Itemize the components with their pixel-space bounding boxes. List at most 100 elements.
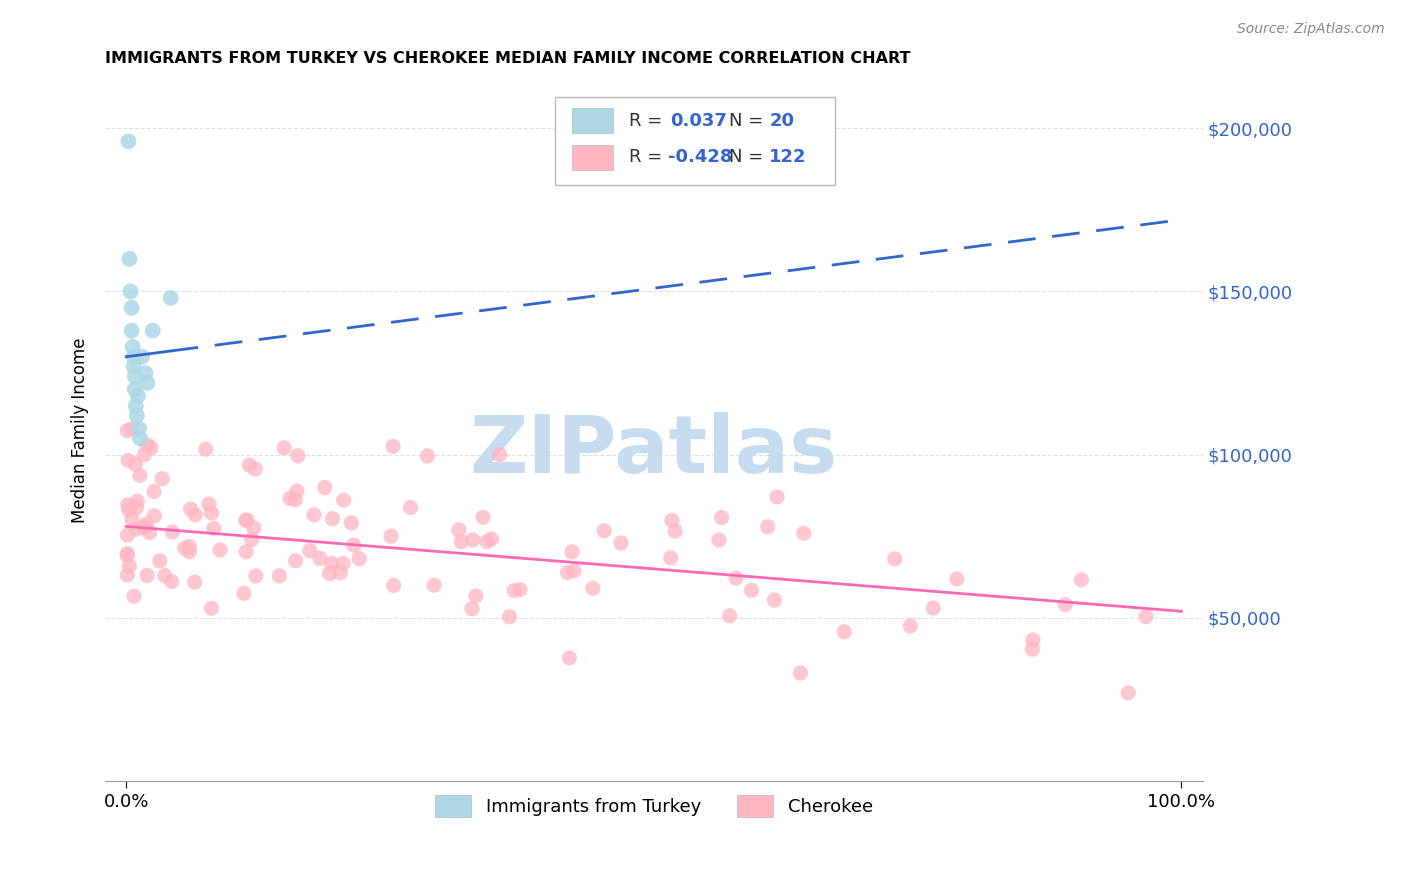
Point: [118, 252, 141, 266]
Point: [121, 340, 143, 354]
Y-axis label: Median Family Income: Median Family Income: [72, 337, 89, 523]
Point: [120, 285, 142, 299]
Point: [718, 608, 741, 623]
Point: [162, 524, 184, 539]
Point: [243, 462, 266, 476]
Point: [184, 575, 207, 590]
Point: [582, 582, 605, 596]
Point: [127, 389, 149, 403]
Point: [117, 549, 139, 563]
Text: R =: R =: [628, 112, 668, 129]
Point: [558, 651, 581, 665]
Point: [124, 383, 146, 397]
Point: [136, 568, 159, 582]
Point: [142, 324, 165, 338]
Point: [340, 516, 363, 530]
Point: [302, 508, 325, 522]
Point: [173, 541, 195, 556]
Text: N =: N =: [728, 112, 769, 129]
Point: [202, 521, 225, 535]
Point: [461, 601, 484, 615]
FancyBboxPatch shape: [555, 97, 835, 185]
Legend: Immigrants from Turkey, Cherokee: Immigrants from Turkey, Cherokee: [427, 789, 880, 824]
Point: [287, 449, 309, 463]
Point: [273, 441, 295, 455]
Point: [134, 366, 156, 380]
Text: 20: 20: [769, 112, 794, 129]
Point: [136, 438, 159, 452]
Point: [200, 601, 222, 615]
Point: [127, 494, 149, 508]
Point: [557, 566, 579, 580]
Point: [143, 484, 166, 499]
Point: [1054, 598, 1077, 612]
Point: [321, 511, 343, 525]
Point: [159, 291, 181, 305]
Point: [135, 517, 157, 532]
Point: [472, 510, 495, 524]
Point: [314, 481, 336, 495]
Point: [179, 544, 201, 558]
Point: [332, 493, 354, 508]
Text: -0.428: -0.428: [668, 148, 733, 166]
Point: [423, 578, 446, 592]
Point: [664, 524, 686, 539]
Point: [464, 589, 486, 603]
Point: [128, 421, 150, 435]
Point: [117, 498, 139, 512]
Point: [661, 514, 683, 528]
Point: [308, 551, 330, 566]
Point: [117, 424, 139, 438]
Point: [117, 528, 139, 542]
Point: [498, 609, 520, 624]
Point: [1116, 686, 1139, 700]
Point: [382, 439, 405, 453]
Point: [118, 502, 141, 516]
Point: [561, 545, 583, 559]
Point: [284, 492, 307, 507]
Point: [121, 301, 143, 315]
Point: [200, 506, 222, 520]
Point: [153, 568, 176, 582]
Point: [343, 538, 366, 552]
Point: [194, 442, 217, 457]
Point: [117, 547, 139, 561]
Point: [725, 571, 748, 585]
Point: [710, 510, 733, 524]
Point: [450, 534, 472, 549]
Point: [610, 536, 633, 550]
Point: [488, 448, 510, 462]
Point: [132, 520, 155, 534]
Point: [121, 512, 143, 526]
Point: [318, 566, 340, 581]
Point: [125, 409, 148, 423]
Point: [139, 441, 162, 455]
Point: [121, 421, 143, 435]
Point: [134, 448, 156, 462]
Point: [789, 665, 811, 680]
Text: N =: N =: [728, 148, 769, 166]
Point: [150, 472, 173, 486]
Point: [235, 545, 257, 559]
Point: [209, 543, 232, 558]
Point: [832, 624, 855, 639]
Point: [707, 533, 730, 547]
Text: IMMIGRANTS FROM TURKEY VS CHEROKEE MEDIAN FAMILY INCOME CORRELATION CHART: IMMIGRANTS FROM TURKEY VS CHEROKEE MEDIA…: [105, 51, 911, 66]
Point: [198, 497, 221, 511]
Point: [125, 500, 148, 515]
Point: [143, 508, 166, 523]
Point: [332, 557, 354, 571]
Point: [321, 557, 343, 571]
Point: [382, 578, 405, 592]
Point: [898, 619, 921, 633]
Point: [285, 483, 308, 498]
Point: [740, 583, 762, 598]
Point: [509, 582, 531, 597]
Point: [124, 457, 146, 471]
Point: [138, 525, 160, 540]
Point: [562, 564, 585, 578]
Point: [593, 524, 616, 538]
Point: [124, 369, 146, 384]
Point: [503, 583, 526, 598]
Point: [298, 543, 321, 558]
